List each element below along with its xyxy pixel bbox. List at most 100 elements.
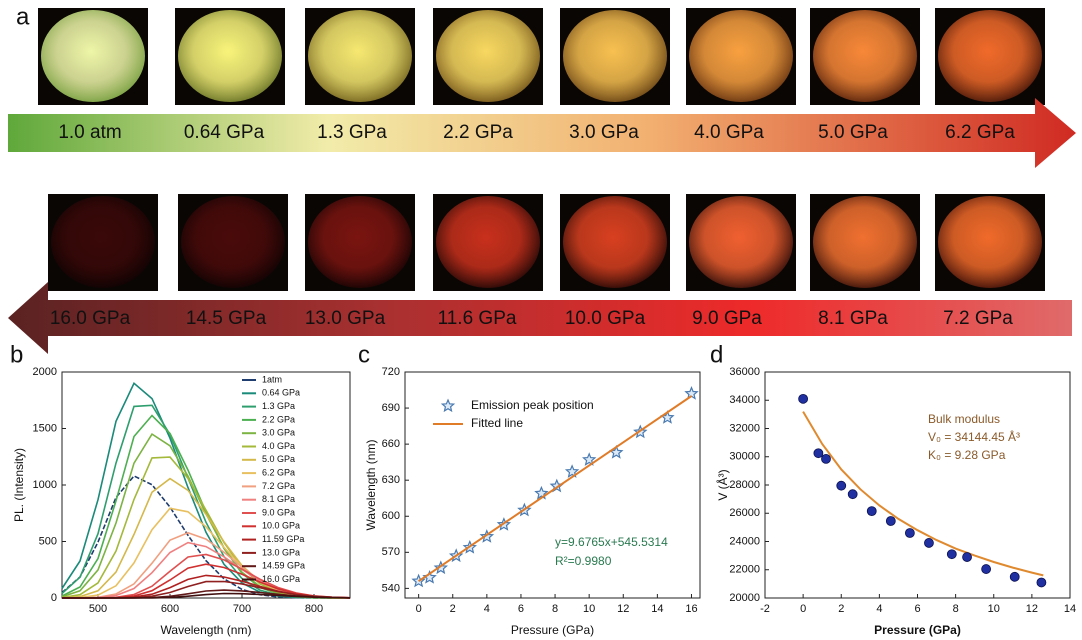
pressure-label: 1.3 GPa [317, 122, 387, 143]
x-tick-label: 600 [161, 603, 179, 615]
x-axis-title: Pressure (GPa) [511, 623, 594, 637]
legend-label: 4.0 GPa [262, 441, 295, 451]
point [962, 552, 972, 562]
point [798, 393, 809, 404]
series-line [61, 531, 351, 599]
pressure-label: 11.6 GPa [438, 308, 517, 329]
panel-label: d [710, 341, 723, 368]
star-marker [440, 398, 456, 413]
photo-glow [813, 10, 917, 102]
y-tick-label: 540 [382, 582, 400, 594]
pressure-label: 1.0 atm [58, 122, 121, 143]
x-tick-label: 10 [988, 603, 1000, 615]
annotation: R²=0.9980 [555, 554, 612, 568]
legend-label: Fitted line [471, 416, 523, 430]
y-tick-label: 2000 [33, 366, 57, 378]
series-line [418, 395, 693, 583]
panel-label: a [16, 3, 30, 30]
plot-frame [404, 371, 701, 599]
x-tick-label: -2 [760, 603, 770, 615]
photo-glow [563, 196, 667, 288]
point [1009, 571, 1020, 582]
point [946, 549, 957, 560]
legend-label: 1.3 GPa [262, 401, 295, 411]
y-axis-title: V (Å³) [715, 469, 730, 500]
pressure-label: 8.1 GPa [818, 308, 888, 329]
legend-label: 1atm [262, 374, 282, 384]
legend-label: 7.2 GPa [262, 481, 295, 491]
pressure-label: 16.0 GPa [50, 308, 131, 329]
point [904, 528, 915, 538]
x-tick-label: 4 [484, 603, 490, 615]
x-tick-label: 6 [518, 603, 524, 615]
legend-label: Emission peak position [471, 398, 594, 412]
point [981, 564, 992, 574]
pressure-label: 6.2 GPa [945, 122, 1015, 143]
pressure-label: 4.0 GPa [694, 122, 764, 143]
y-tick-label: 500 [39, 535, 57, 547]
star-marker [582, 452, 597, 466]
star-marker [479, 529, 495, 543]
legend-label: 16.0 GPa [262, 574, 300, 584]
y-tick-label: 0 [51, 592, 57, 604]
annotation: K₀ = 9.28 GPa [928, 448, 1006, 462]
x-tick-label: 8 [953, 603, 959, 615]
pressure-label: 2.2 GPa [443, 122, 513, 143]
x-tick-label: 800 [305, 603, 323, 615]
star-marker [433, 560, 448, 575]
series-line [61, 432, 351, 599]
y-tick-label: 36000 [729, 366, 760, 378]
y-tick-label: 22000 [729, 564, 760, 576]
legend-label: 5.0 GPa [262, 454, 295, 464]
pressure-arrow [8, 282, 1072, 354]
photo-glow [938, 196, 1042, 288]
pressure-label: 10.0 GPa [565, 308, 646, 329]
x-tick-label: 12 [1026, 603, 1038, 615]
legend-label: 6.2 GPa [262, 467, 295, 477]
series-line [62, 592, 351, 599]
series-line [802, 411, 1044, 577]
point [866, 506, 877, 517]
x-axis-title: Wavelength (nm) [161, 623, 252, 637]
y-tick-label: 32000 [729, 422, 760, 434]
pressure-label: 7.2 GPa [943, 308, 1013, 329]
photo-glow [689, 10, 793, 102]
y-tick-label: 660 [382, 438, 400, 450]
pressure-arrow [8, 98, 1076, 168]
y-tick-label: 1500 [33, 422, 57, 434]
x-tick-label: 14 [1064, 603, 1076, 615]
y-axis-title: Wavelength (nm) [364, 440, 378, 531]
y-tick-label: 28000 [729, 479, 760, 491]
photo-glow [308, 196, 412, 288]
photo-glow [563, 10, 667, 102]
photo-glow [41, 10, 145, 102]
pressure-label: 9.0 GPa [692, 308, 762, 329]
photo-glow [813, 196, 917, 288]
annotation: V₀ = 34144.45 Å³ [928, 429, 1020, 444]
legend-label: 11.59 GPa [262, 534, 304, 544]
x-tick-label: 10 [583, 603, 595, 615]
x-tick-label: 14 [651, 603, 663, 615]
photo-glow [308, 10, 412, 102]
series-line [61, 382, 351, 599]
pressure-label: 14.5 GPa [186, 308, 267, 329]
pressure-label: 5.0 GPa [818, 122, 888, 143]
legend-label: 13.0 GPa [262, 547, 300, 557]
y-tick-label: 690 [382, 402, 400, 414]
legend-label: 14.59 GPa [262, 561, 305, 571]
legend-label: 3.0 GPa [262, 428, 295, 438]
legend-label: 8.1 GPa [262, 494, 295, 504]
photo-strip [38, 8, 1045, 291]
pressure-label: 3.0 GPa [569, 122, 639, 143]
point [924, 538, 934, 548]
y-tick-label: 34000 [729, 394, 760, 406]
x-tick-label: 8 [552, 603, 558, 615]
plot-frame [764, 371, 1071, 599]
annotation: y=9.6765x+545.5314 [555, 535, 668, 549]
x-tick-label: 16 [685, 603, 697, 615]
x-tick-label: 0 [800, 603, 806, 615]
photo-glow [181, 196, 285, 288]
point [813, 448, 824, 459]
y-tick-label: 1000 [33, 479, 57, 491]
